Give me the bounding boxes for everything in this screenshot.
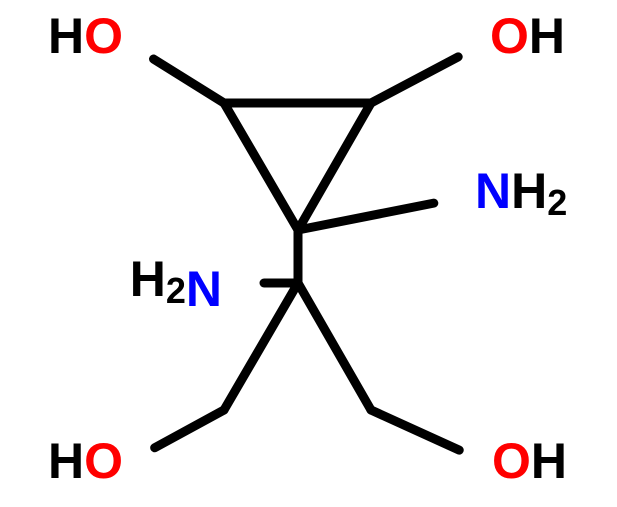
atom-label-oh_bl: HO bbox=[48, 433, 123, 489]
bond bbox=[224, 103, 298, 230]
bond bbox=[298, 283, 371, 410]
bond bbox=[298, 203, 434, 230]
atom-label-oh_br: OH bbox=[492, 433, 567, 489]
atom-label-n_up: NH2 bbox=[475, 163, 567, 222]
bond bbox=[154, 59, 224, 103]
bond bbox=[298, 103, 371, 230]
atom-label-n_dn: H2N bbox=[130, 251, 222, 317]
bond bbox=[224, 283, 298, 410]
atom-label-oh_tr: OH bbox=[490, 8, 565, 64]
bond bbox=[155, 410, 224, 448]
bond bbox=[371, 57, 458, 103]
molecule-diagram: HO OH HO OH NH2 H2N bbox=[0, 0, 617, 507]
atom-label-oh_tl: HO bbox=[48, 8, 123, 64]
bond bbox=[371, 410, 459, 450]
